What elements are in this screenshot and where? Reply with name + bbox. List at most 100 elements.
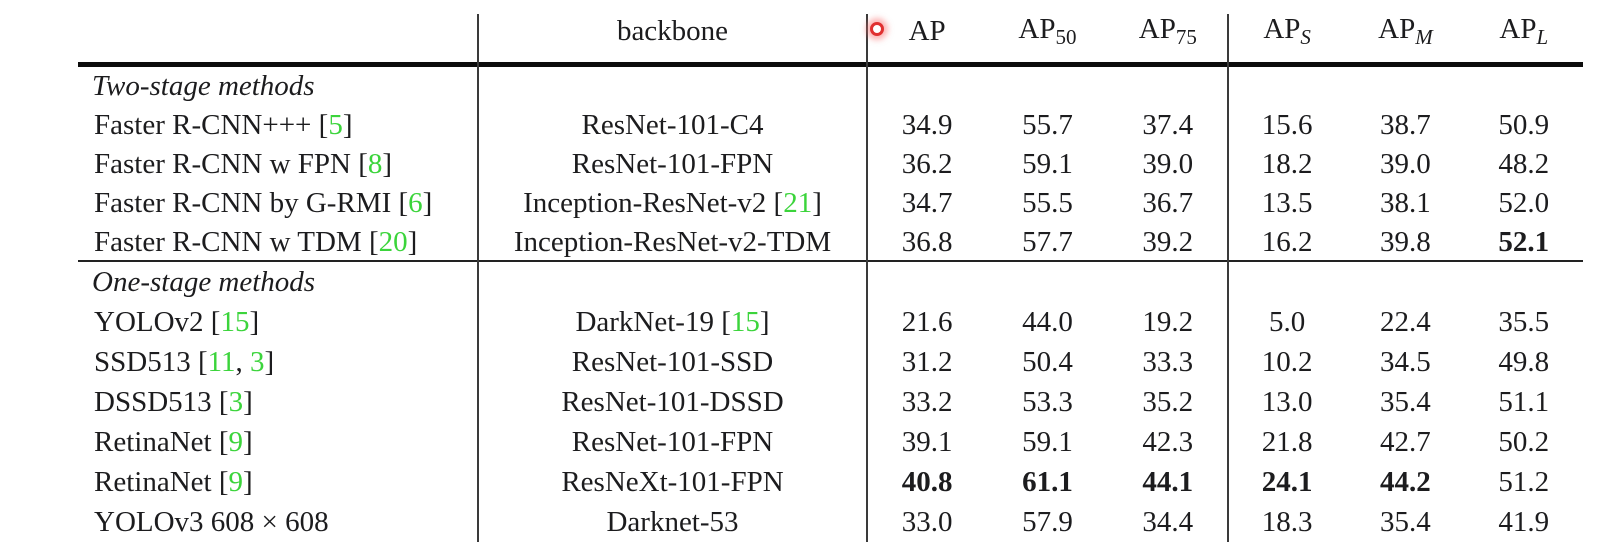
aps-cell: 13.0 xyxy=(1261,385,1313,418)
table-row: DSSD513 [3] ResNet-101-DSSD 33.2 53.3 35… xyxy=(78,382,1583,422)
method-text: Faster R-CNN w TDM [ xyxy=(94,226,379,258)
ap75-cell: 34.4 xyxy=(1142,505,1194,538)
aps-cell: 18.3 xyxy=(1261,505,1313,538)
apl-cell: 35.5 xyxy=(1498,305,1550,338)
aps-cell: 13.5 xyxy=(1261,187,1313,219)
ap50-cell: 59.1 xyxy=(1022,425,1073,458)
ap75-cell: 19.2 xyxy=(1142,305,1194,338)
method-text: RetinaNet [ xyxy=(94,465,229,498)
table-header: backbone AP AP50 AP75 APS APM APL xyxy=(78,0,1583,62)
section-divider-rule xyxy=(78,260,1583,262)
ap-cell: 34.7 xyxy=(901,187,953,219)
aps-cell: 21.8 xyxy=(1261,425,1313,458)
method-cell: DSSD513 [3] xyxy=(94,385,253,418)
apl-cell: 50.9 xyxy=(1498,109,1550,141)
ap75-cell: 33.3 xyxy=(1142,345,1194,378)
method-text: Faster R-CNN by G-RMI [ xyxy=(94,187,409,219)
citation-ref: 8 xyxy=(367,148,383,180)
table-row: Faster R-CNN w FPN [8] ResNet-101-FPN 36… xyxy=(78,145,1583,184)
method-text: YOLOv2 [ xyxy=(94,305,221,338)
ap50-cell: 59.1 xyxy=(1022,148,1073,180)
citation-ref: 20 xyxy=(378,226,408,258)
aps-cell: 18.2 xyxy=(1261,148,1313,180)
header-rule xyxy=(78,62,1583,67)
method-text: YOLOv3 608 × 608 xyxy=(94,505,329,538)
apm-cell: 22.4 xyxy=(1380,305,1431,338)
aps-cell: 15.6 xyxy=(1261,109,1313,141)
citation-ref: 21 xyxy=(783,187,813,219)
ap75-header: AP75 xyxy=(1138,12,1197,49)
method-cell: Faster R-CNN by G-RMI [6] xyxy=(94,187,433,219)
ap-cell: 31.2 xyxy=(901,345,953,378)
method-text: DSSD513 [ xyxy=(94,385,229,418)
apm-cell: 38.1 xyxy=(1380,187,1431,219)
ap-cell: 40.8 xyxy=(901,465,953,498)
aps-cell: 24.1 xyxy=(1261,465,1313,498)
citation-ref: 5 xyxy=(328,109,343,141)
method-cell: Faster R-CNN w FPN [8] xyxy=(94,148,393,180)
ap-cell: 39.1 xyxy=(901,425,953,458)
ap50-cell: 57.9 xyxy=(1022,505,1073,538)
cursor-indicator-dot xyxy=(870,22,884,36)
citation-ref: 3 xyxy=(228,385,244,418)
table-row: RetinaNet [9] ResNet-101-FPN 39.1 59.1 4… xyxy=(78,422,1583,462)
apm-header: APM xyxy=(1378,12,1433,49)
table-row: YOLOv2 [15] DarkNet-19 [15] 21.6 44.0 19… xyxy=(78,302,1583,342)
ap50-header: AP50 xyxy=(1018,12,1077,49)
table-row: Faster R-CNN w TDM [20] Inception-ResNet… xyxy=(78,223,1583,262)
section-label: One-stage methods xyxy=(92,265,316,298)
ap75-cell: 39.0 xyxy=(1142,148,1194,180)
backbone-cell: Darknet-53 xyxy=(606,505,739,538)
ap75-cell: 37.4 xyxy=(1142,109,1194,141)
apm-cell: 35.4 xyxy=(1380,505,1431,538)
method-text: SSD513 [ xyxy=(94,345,208,378)
aps-cell: 10.2 xyxy=(1261,345,1313,378)
section-header-row: One-stage methods xyxy=(78,262,1583,302)
citation-ref: 9 xyxy=(228,465,243,498)
ap50-cell: 55.7 xyxy=(1022,109,1073,141)
method-text: Faster R-CNN w FPN [ xyxy=(94,148,368,180)
apl-cell: 50.2 xyxy=(1498,425,1550,458)
two-stage-section: Two-stage methods Faster R-CNN+++ [5] Re… xyxy=(78,67,1583,262)
apm-cell: 39.0 xyxy=(1380,148,1431,180)
apl-cell: 49.8 xyxy=(1498,345,1550,378)
ap-cell: 36.8 xyxy=(901,226,953,258)
apl-cell: 52.1 xyxy=(1498,226,1550,258)
ap-header: AP xyxy=(908,14,946,47)
ap-cell: 36.2 xyxy=(901,148,953,180)
ap75-cell: 35.2 xyxy=(1142,385,1194,418)
aps-cell: 5.0 xyxy=(1269,305,1306,338)
backbone-cell: ResNet-101-FPN xyxy=(571,425,774,458)
citation-ref: 15 xyxy=(730,305,760,338)
citation-ref: 9 xyxy=(228,425,243,458)
apl-cell: 51.2 xyxy=(1498,465,1550,498)
table-row: YOLOv3 608 × 608 Darknet-53 33.0 57.9 34… xyxy=(78,502,1583,542)
ap50-cell: 44.0 xyxy=(1022,305,1073,338)
apm-cell: 38.7 xyxy=(1380,109,1431,141)
ap50-cell: 50.4 xyxy=(1022,345,1073,378)
backbone-cell: ResNet-101-FPN xyxy=(571,148,774,180)
table-row: Faster R-CNN by G-RMI [6] Inception-ResN… xyxy=(78,184,1583,223)
ap75-cell: 36.7 xyxy=(1142,187,1194,219)
column-separator-backbone xyxy=(866,14,868,542)
apm-cell: 34.5 xyxy=(1380,345,1431,378)
ap75-cell: 44.1 xyxy=(1142,465,1194,498)
column-separator-method xyxy=(477,14,479,542)
backbone-cell: ResNet-101-DSSD xyxy=(561,385,784,418)
apl-cell: 48.2 xyxy=(1498,148,1550,180)
backbone-cell: Inception-ResNet-v2 [21] xyxy=(523,187,822,219)
apm-cell: 39.8 xyxy=(1380,226,1431,258)
apm-cell: 35.4 xyxy=(1380,385,1431,418)
ap50-cell: 57.7 xyxy=(1022,226,1073,258)
apl-cell: 41.9 xyxy=(1498,505,1550,538)
method-cell: Faster R-CNN+++ [5] xyxy=(94,109,353,141)
ap50-cell: 53.3 xyxy=(1022,385,1073,418)
backbone-cell: ResNet-101-C4 xyxy=(581,109,764,141)
method-cell: RetinaNet [9] xyxy=(94,465,253,498)
backbone-cell: ResNet-101-SSD xyxy=(571,345,774,378)
backbone-cell: DarkNet-19 [15] xyxy=(575,305,770,338)
section-header-row: Two-stage methods xyxy=(78,67,1583,106)
aps-cell: 16.2 xyxy=(1261,226,1313,258)
ap50-cell: 61.1 xyxy=(1022,465,1073,498)
ap75-cell: 39.2 xyxy=(1142,226,1194,258)
